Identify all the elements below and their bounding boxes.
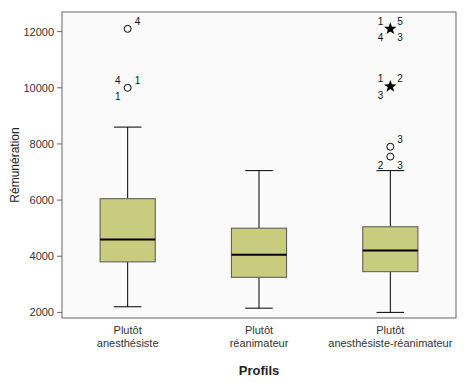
outlier-label: 3 <box>378 90 384 101</box>
outlier-circle <box>124 25 131 32</box>
box <box>231 228 286 277</box>
outlier-label: 3 <box>397 134 403 145</box>
annotations: 4 1 1 4 3 2 3 1 5 4 3 1 2 3 <box>115 16 403 171</box>
outlier-label: 1 <box>378 16 384 27</box>
whisker-low <box>259 277 260 308</box>
outlier-label: 3 <box>397 32 403 43</box>
cap-low <box>377 312 405 313</box>
outlier-label: 4 <box>378 32 384 43</box>
outlier-label: 4 <box>115 75 121 86</box>
y-tick-label: 4000 <box>30 250 54 262</box>
y-tick <box>57 256 62 257</box>
outlier-label: 2 <box>397 73 403 84</box>
x-axis-label: Profils <box>239 363 279 378</box>
y-tick-label: 10000 <box>23 82 54 94</box>
outlier-label: 1 <box>115 91 121 102</box>
outlier-label: 1 <box>135 75 141 86</box>
outlier-label: 2 <box>378 160 384 171</box>
median <box>100 238 155 240</box>
y-tick <box>57 312 62 313</box>
whisker-high <box>127 127 128 199</box>
chart: 2000 4000 6000 8000 10000 12000 Rémunération Pl… <box>0 0 466 383</box>
cap-high <box>245 170 273 171</box>
x-tick-label: Plutôtanesthésiste <box>97 324 159 349</box>
outlier-star <box>384 22 396 34</box>
outlier-label: 3 <box>397 160 403 171</box>
plot-area <box>100 22 418 312</box>
outlier-star <box>384 80 396 92</box>
whisker-low <box>390 272 391 313</box>
y-tick-label: 2000 <box>30 306 54 318</box>
y-tick-label: 12000 <box>23 26 54 38</box>
whisker-high <box>390 171 391 227</box>
whisker-high <box>259 171 260 229</box>
plot-frame <box>62 12 456 318</box>
y-tick-label: 6000 <box>30 194 54 206</box>
box <box>363 227 418 272</box>
y-tick <box>57 87 62 88</box>
whisker-low <box>127 262 128 307</box>
outlier-circle <box>387 153 394 160</box>
cap-high <box>114 127 142 128</box>
cap-low <box>114 306 142 307</box>
outlier-label: 4 <box>135 16 141 27</box>
x-tick-label: Plutôtréanimateur <box>230 324 289 349</box>
outlier-label: 1 <box>378 73 384 84</box>
box <box>100 199 155 262</box>
x-tick-label: Plutôtanesthésiste-réanimateur <box>328 324 452 349</box>
y-tick <box>57 31 62 32</box>
median <box>231 254 286 256</box>
cap-low <box>245 308 273 309</box>
y-tick-label: 8000 <box>30 138 54 150</box>
y-tick <box>57 143 62 144</box>
outlier-circle <box>124 84 131 91</box>
outlier-label: 5 <box>397 16 403 27</box>
outlier-circle <box>387 143 394 150</box>
median <box>363 250 418 252</box>
y-tick <box>57 200 62 201</box>
y-axis-label: Rémunération <box>8 127 22 202</box>
